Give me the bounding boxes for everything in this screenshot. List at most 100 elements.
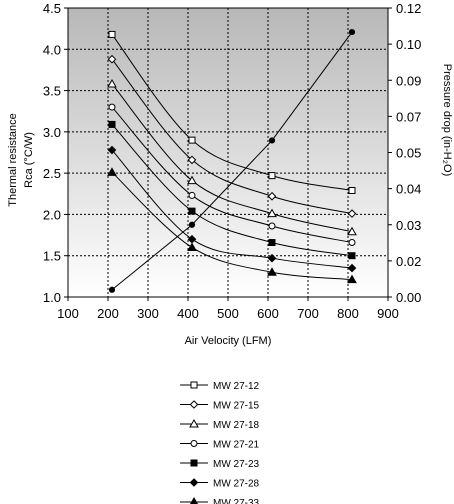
y-axis-left-title-line1: Thermal resistance xyxy=(7,113,19,207)
data-point-marker xyxy=(108,286,116,293)
y-axis-right-ticks: 0.00 0.02 0.03 0.04 0.05 0.07 0.09 0.10 0.12 xyxy=(388,1,421,305)
y-left-tick-label: 2.5 xyxy=(43,166,61,181)
x-tick-label: 300 xyxy=(137,306,159,321)
series-mw-27-12 xyxy=(108,30,356,194)
x-tick-label: 200 xyxy=(97,306,119,321)
data-point-marker xyxy=(107,167,117,176)
data-point-marker xyxy=(108,103,116,111)
legend-item: MW 27-28 xyxy=(180,478,260,490)
data-point-marker xyxy=(107,78,117,88)
legend-marker xyxy=(190,381,198,389)
series-mw-27-28 xyxy=(107,145,357,273)
series-line xyxy=(111,124,353,257)
data-point-marker xyxy=(267,191,277,201)
data-point-marker xyxy=(188,221,196,228)
data-point-marker xyxy=(347,226,357,236)
legend-item: MW 27-12 xyxy=(180,381,260,392)
data-point-marker xyxy=(267,253,277,263)
x-tick-label: 100 xyxy=(57,306,79,321)
legend-item: MW 27-33 xyxy=(180,496,260,504)
x-tick-label: 800 xyxy=(337,306,359,321)
legend-item: MW 27-23 xyxy=(180,459,260,470)
data-point-marker xyxy=(268,239,276,247)
data-point-marker xyxy=(267,267,277,276)
series-line xyxy=(111,31,353,291)
y-left-tick-label: 4.0 xyxy=(43,42,61,57)
data-point-marker xyxy=(188,207,196,215)
y-axis-right-title: Pressure drop (in-H₂O) xyxy=(441,64,453,176)
data-point-marker xyxy=(268,172,276,180)
data-point-marker xyxy=(348,186,356,194)
x-axis-ticks: 100 200 300 400 500 600 700 800 900 xyxy=(57,297,399,321)
x-axis-title: Air Velocity (LFM) xyxy=(185,335,272,347)
data-point-marker xyxy=(348,252,356,260)
x-tick-label: 400 xyxy=(177,306,199,321)
y-left-tick-label: 3.5 xyxy=(43,84,61,99)
legend-marker xyxy=(190,459,198,467)
series-line xyxy=(111,83,353,233)
data-point-marker xyxy=(268,137,276,144)
legend-marker xyxy=(190,440,198,447)
legend-label: MW 27-33 xyxy=(213,498,260,504)
y-right-tick-label: 0.02 xyxy=(396,254,421,269)
legend: MW 27-12 MW 27-15 MW 27-18 MW 27-21 MW 27-23… xyxy=(180,381,260,504)
series-line xyxy=(111,171,353,281)
legend-item: MW 27-15 xyxy=(180,400,260,412)
y-left-tick-label: 2.0 xyxy=(43,207,61,222)
y-axis-left-title-line2: Rca (°C/W) xyxy=(23,132,35,188)
legend-label: MW 27-28 xyxy=(213,479,260,490)
legend-label: MW 27-18 xyxy=(213,420,260,431)
data-point-marker xyxy=(108,120,116,128)
legend-label: MW 27-15 xyxy=(213,401,260,412)
data-point-marker xyxy=(107,145,117,155)
y-left-tick-label: 3.0 xyxy=(43,125,61,140)
y-right-tick-label: 0.10 xyxy=(396,37,421,52)
legend-marker xyxy=(189,400,199,409)
data-point-marker xyxy=(347,209,357,218)
series-mw-27-15 xyxy=(107,54,357,218)
data-point-marker xyxy=(187,175,197,185)
data-point-marker xyxy=(187,155,197,165)
series-mw-27-33 xyxy=(107,167,357,284)
y-left-tick-label: 1.0 xyxy=(43,290,61,305)
data-point-marker xyxy=(348,28,356,36)
legend-marker xyxy=(189,496,199,504)
data-point-marker xyxy=(347,274,357,284)
legend-marker xyxy=(189,418,199,428)
data-point-marker xyxy=(108,30,116,38)
y-right-tick-label: 0.04 xyxy=(396,182,421,197)
series-line xyxy=(111,34,353,191)
x-tick-label: 500 xyxy=(217,306,239,321)
x-tick-label: 600 xyxy=(257,306,279,321)
series-line xyxy=(111,106,353,243)
legend-label: MW 27-21 xyxy=(213,440,260,451)
y-left-tick-label: 4.5 xyxy=(43,1,61,16)
data-point-marker xyxy=(267,208,277,218)
data-point-marker xyxy=(188,191,196,199)
y-left-tick-label: 1.5 xyxy=(43,249,61,264)
series-mw-27-21 xyxy=(108,103,356,247)
x-tick-label: 700 xyxy=(297,306,319,321)
series-line xyxy=(111,58,353,215)
series-mw-27-23 xyxy=(108,120,356,260)
series-mw-27-18 xyxy=(107,78,357,236)
data-point-marker xyxy=(188,136,196,144)
y-right-tick-label: 0.05 xyxy=(396,146,421,161)
legend-item: MW 27-18 xyxy=(180,418,260,431)
data-point-marker xyxy=(348,239,356,247)
x-tick-label: 900 xyxy=(377,306,399,321)
legend-marker xyxy=(189,478,199,487)
data-point-marker xyxy=(187,242,197,251)
y-right-tick-label: 0.03 xyxy=(396,218,421,233)
series-line xyxy=(111,149,353,269)
legend-item: MW 27-21 xyxy=(180,440,260,451)
series-group xyxy=(107,28,357,293)
series-pressure-drop xyxy=(108,28,356,293)
y-axis-left-ticks: 1.0 1.5 2.0 2.5 3.0 3.5 4.0 4.5 xyxy=(43,1,68,305)
data-point-marker xyxy=(347,263,357,273)
data-point-marker xyxy=(268,222,276,230)
y-right-tick-label: 0.12 xyxy=(396,1,421,16)
grid-lines xyxy=(68,8,388,297)
legend-label: MW 27-12 xyxy=(213,381,260,392)
